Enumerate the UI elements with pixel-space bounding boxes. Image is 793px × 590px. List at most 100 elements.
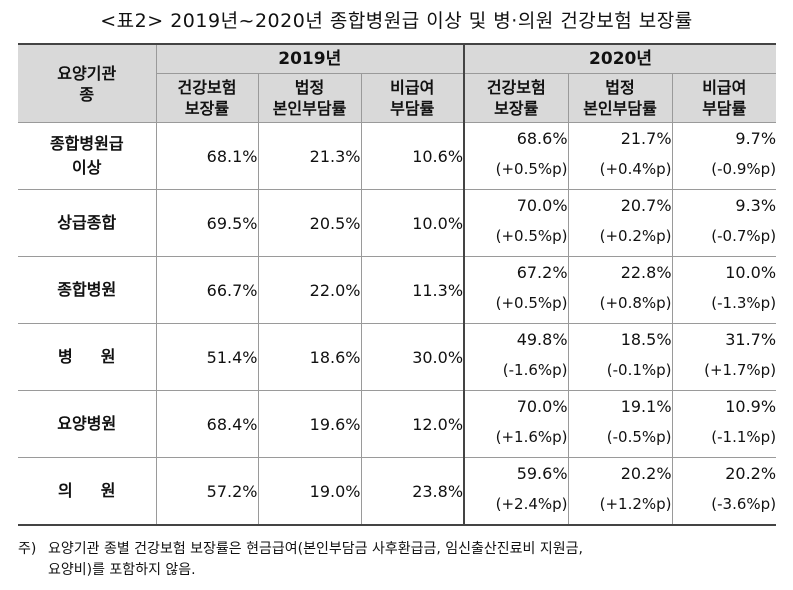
cell-2020-value: 49.8% (-1.6%p)	[463, 323, 569, 391]
cell-2019-value: 22.0%	[257, 256, 362, 324]
table-row: 의원 57.2% 19.0% 23.8% 59.6% (+2.4%p) 20.2% (+1.2…	[18, 457, 777, 526]
cell-2020-value: 70.0% (+1.6%p)	[463, 390, 569, 458]
cell-2020-value: 31.7% (+1.7%p)	[671, 323, 777, 391]
value-2020: 31.7%	[725, 330, 777, 349]
cell-2019-value: 68.4%	[155, 390, 259, 458]
header-year-2020: 2020년	[463, 43, 777, 74]
change-vs-2019: (+0.5%p)	[495, 294, 568, 312]
cell-2020-value: 67.2% (+0.5%p)	[463, 256, 569, 324]
change-vs-2019: (+0.5%p)	[495, 160, 568, 178]
row-institution-name: 의원	[18, 457, 157, 526]
cell-2020-value: 21.7% (+0.4%p)	[567, 122, 673, 190]
value-2020: 67.2%	[516, 263, 568, 282]
value-2020: 18.5%	[620, 330, 672, 349]
row-institution-name: 요양병원	[18, 390, 157, 458]
cell-2020-value: 18.5% (-0.1%p)	[567, 323, 673, 391]
header-2019-noncovered: 비급여 부담률	[360, 73, 465, 123]
row-name-line: 병원	[58, 347, 144, 366]
row-name-line: 종합병원	[57, 280, 117, 299]
change-vs-2019: (-0.7%p)	[711, 227, 777, 245]
table-title: <표2> 2019년~2020년 종합병원급 이상 및 병·의원 건강보험 보장…	[100, 10, 693, 32]
value-2020: 19.1%	[620, 397, 672, 416]
value-2020: 49.8%	[516, 330, 568, 349]
value-2020: 22.8%	[620, 263, 672, 282]
header-2019-statutory: 법정 본인부담률	[257, 73, 362, 123]
value-2020: 9.7%	[735, 129, 777, 148]
cell-2020-value: 22.8% (+0.8%p)	[567, 256, 673, 324]
cell-2019-value: 30.0%	[360, 323, 465, 391]
footnote-line1: 요양기관 종별 건강보험 보장률은 현금급여(본인부담금 사후환급금, 임신출산…	[48, 541, 583, 557]
cell-2019-value: 68.1%	[155, 122, 259, 190]
value-2020: 10.9%	[725, 397, 777, 416]
header-2020-coverage: 건강보험 보장률	[463, 73, 569, 123]
table-row: 종합병원급 이상 68.1% 21.3% 10.6% 68.6% (+0.5%p) 21.7%…	[18, 122, 777, 190]
header-institution-line1: 요양기관	[57, 63, 117, 83]
change-vs-2019: (+1.6%p)	[495, 428, 568, 446]
header-institution-line2: 종	[79, 84, 95, 104]
row-name-line: 이상	[72, 158, 102, 177]
header-year-2019: 2019년	[155, 43, 465, 74]
row-name-line: 종합병원급	[49, 134, 124, 153]
header-2019-coverage: 건강보험 보장률	[156, 73, 259, 123]
cell-2020-value: 9.3% (-0.7%p)	[671, 189, 777, 257]
table-row: 종합병원 66.7% 22.0% 11.3% 67.2% (+0.5%p) 22.8% (+0…	[18, 256, 777, 324]
cell-2019-value: 10.0%	[360, 189, 465, 257]
cell-2020-value: 10.0% (-1.3%p)	[671, 256, 777, 324]
cell-2020-value: 20.2% (-3.6%p)	[671, 457, 777, 526]
cell-2019-value: 66.7%	[155, 256, 259, 324]
change-vs-2019: (-0.5%p)	[606, 428, 672, 446]
change-vs-2019: (-1.1%p)	[711, 428, 777, 446]
change-vs-2019: (+0.8%p)	[599, 294, 672, 312]
table-row: 상급종합 69.5% 20.5% 10.0% 70.0% (+0.5%p) 20.7% (+0…	[18, 189, 777, 257]
footnote-label: 주)	[18, 541, 37, 557]
value-2020: 20.2%	[620, 464, 672, 483]
cell-2020-value: 20.2% (+1.2%p)	[567, 457, 673, 526]
cell-2019-value: 12.0%	[360, 390, 465, 458]
cell-2019-value: 11.3%	[360, 256, 465, 324]
row-institution-name: 병원	[18, 323, 157, 391]
header-2020-noncovered: 비급여 부담률	[671, 73, 777, 123]
cell-2019-value: 19.0%	[257, 457, 362, 526]
value-2020: 70.0%	[516, 397, 568, 416]
cell-2020-value: 10.9% (-1.1%p)	[671, 390, 777, 458]
cell-2019-value: 23.8%	[360, 457, 465, 526]
row-institution-name: 상급종합	[18, 189, 157, 257]
table-row: 요양병원 68.4% 19.6% 12.0% 70.0% (+1.6%p) 19.1% (-0…	[18, 390, 777, 458]
table-row: 병원 51.4% 18.6% 30.0% 49.8% (-1.6%p) 18.5% (-0.1…	[18, 323, 777, 391]
cell-2020-value: 20.7% (+0.2%p)	[567, 189, 673, 257]
value-2020: 70.0%	[516, 196, 568, 215]
cell-2020-value: 70.0% (+0.5%p)	[463, 189, 569, 257]
coverage-table: 요양기관 종 2019년 2020년 건강보험 보장률 법정 본인부담률 비급여 부담…	[18, 43, 777, 526]
cell-2020-value: 19.1% (-0.5%p)	[567, 390, 673, 458]
cell-2019-value: 18.6%	[257, 323, 362, 391]
value-2020: 20.2%	[725, 464, 777, 483]
change-vs-2019: (-0.9%p)	[711, 160, 777, 178]
header-institution-type: 요양기관 종	[18, 43, 157, 123]
change-vs-2019: (+0.2%p)	[599, 227, 672, 245]
footnote-line2: 요양비)를 포함하지 않음.	[48, 562, 196, 578]
cell-2019-value: 69.5%	[155, 189, 259, 257]
footnote: 주) 요양기관 종별 건강보험 보장률은 현금급여(본인부담금 사후환급금, 임신…	[18, 539, 783, 581]
change-vs-2019: (-0.1%p)	[606, 361, 672, 379]
change-vs-2019: (+2.4%p)	[495, 495, 568, 513]
change-vs-2019: (-1.3%p)	[711, 294, 777, 312]
value-2020: 59.6%	[516, 464, 568, 483]
cell-2020-value: 68.6% (+0.5%p)	[463, 122, 569, 190]
cell-2019-value: 20.5%	[257, 189, 362, 257]
cell-2019-value: 21.3%	[257, 122, 362, 190]
value-2020: 10.0%	[725, 263, 777, 282]
change-vs-2019: (+0.4%p)	[599, 160, 672, 178]
cell-2019-value: 10.6%	[360, 122, 465, 190]
row-name-line: 상급종합	[57, 213, 117, 232]
change-vs-2019: (-3.6%p)	[711, 495, 777, 513]
cell-2020-value: 59.6% (+2.4%p)	[463, 457, 569, 526]
value-2020: 9.3%	[735, 196, 777, 215]
value-2020: 21.7%	[620, 129, 672, 148]
value-2020: 68.6%	[516, 129, 568, 148]
row-name-line: 의원	[58, 481, 144, 500]
header-2020-statutory: 법정 본인부담률	[567, 73, 673, 123]
cell-2019-value: 51.4%	[155, 323, 259, 391]
value-2020: 20.7%	[620, 196, 672, 215]
row-name-line: 요양병원	[57, 414, 117, 433]
